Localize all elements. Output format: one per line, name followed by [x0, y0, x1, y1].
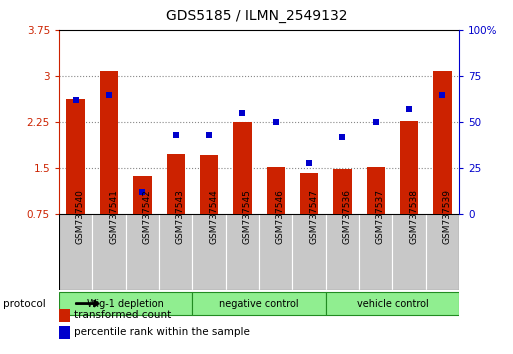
Text: GSM737539: GSM737539 [442, 189, 451, 244]
Bar [126, 214, 159, 290]
Text: vehicle control: vehicle control [357, 298, 428, 309]
Bar [200, 155, 218, 214]
Text: GSM737545: GSM737545 [242, 189, 251, 244]
Bar [59, 214, 92, 290]
Text: protocol: protocol [3, 298, 45, 309]
Bar [159, 214, 192, 290]
Bar [300, 173, 318, 214]
Bar [233, 121, 251, 214]
Text: percentile rank within the sample: percentile rank within the sample [74, 327, 250, 337]
Text: GSM737546: GSM737546 [276, 189, 285, 244]
Bar [259, 214, 292, 290]
Bar [167, 154, 185, 214]
Bar [292, 214, 326, 290]
Text: Wig-1 depletion: Wig-1 depletion [87, 298, 164, 309]
Bar [192, 214, 226, 290]
Bar [226, 214, 259, 290]
Bar [59, 292, 192, 315]
Bar [267, 167, 285, 214]
Text: GSM737547: GSM737547 [309, 189, 318, 244]
Bar [92, 214, 126, 290]
Bar [392, 214, 426, 290]
Text: GSM737541: GSM737541 [109, 189, 118, 244]
Text: GSM737537: GSM737537 [376, 189, 385, 244]
Text: GSM737543: GSM737543 [175, 189, 185, 244]
FancyArrow shape [76, 300, 99, 307]
Text: GSM737544: GSM737544 [209, 189, 218, 244]
Bar [433, 71, 451, 214]
Text: GSM737540: GSM737540 [76, 189, 85, 244]
Text: GSM737538: GSM737538 [409, 189, 418, 244]
Text: GDS5185 / ILMN_2549132: GDS5185 / ILMN_2549132 [166, 9, 347, 23]
Bar [326, 214, 359, 290]
Text: GSM737536: GSM737536 [343, 189, 351, 244]
Bar [133, 176, 151, 214]
Bar [100, 71, 118, 214]
Text: transformed count: transformed count [74, 310, 172, 320]
Text: GSM737542: GSM737542 [143, 189, 151, 244]
Bar [326, 292, 459, 315]
Bar [426, 214, 459, 290]
Bar [400, 121, 418, 214]
Bar [67, 99, 85, 214]
Bar [359, 214, 392, 290]
Bar [192, 292, 326, 315]
Text: negative control: negative control [219, 298, 299, 309]
Bar [367, 167, 385, 214]
Bar [333, 169, 351, 214]
